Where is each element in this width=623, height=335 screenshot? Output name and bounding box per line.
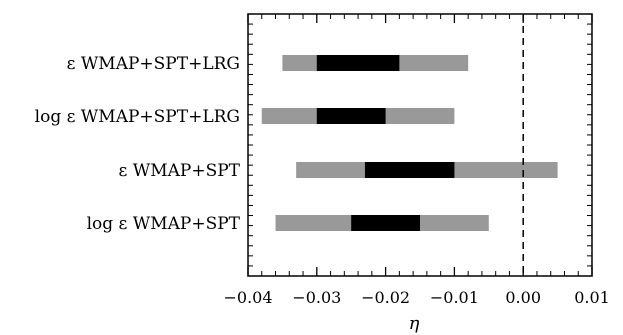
x-tick-label: −0.02 [361,288,410,307]
inner-interval-bar [364,162,455,178]
x-tick-label: 0.00 [505,288,541,307]
inner-interval-bar [316,55,400,71]
inner-interval-bar [351,215,420,231]
major-ticks [247,14,593,276]
row-label: log ε WMAP+SPT [87,214,241,234]
x-tick-label: −0.03 [292,288,341,307]
inner-interval-bar [316,108,386,124]
row-label: ε WMAP+SPT+LRG [67,54,240,74]
x-tick-label: 0.01 [574,288,610,307]
row-label: ε WMAP+SPT [119,161,241,181]
plot-frame [247,13,593,277]
x-tick-labels: −0.04 −0.03 −0.02 −0.01 0.00 0.01 [223,288,609,307]
row-label: log ε WMAP+SPT+LRG [35,107,240,127]
row-labels: ε WMAP+SPT+LRG log ε WMAP+SPT+LRG ε WMAP+S… [35,54,241,234]
x-axis-label: η [409,313,420,334]
interval-bars [261,55,558,231]
x-tick-label: −0.04 [223,288,272,307]
x-tick-label: −0.01 [430,288,479,307]
minor-ticks [248,14,592,276]
